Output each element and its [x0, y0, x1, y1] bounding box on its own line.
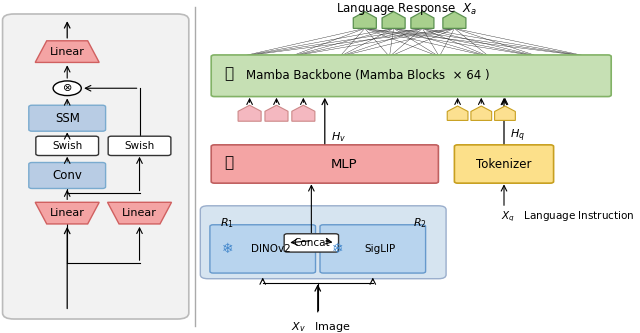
- Polygon shape: [35, 202, 99, 224]
- Text: Mamba Backbone (Mamba Blocks  × 64 ): Mamba Backbone (Mamba Blocks × 64 ): [246, 69, 490, 82]
- Polygon shape: [495, 106, 515, 121]
- Text: Concat: Concat: [293, 238, 330, 248]
- FancyBboxPatch shape: [210, 225, 316, 273]
- Text: DINOv2: DINOv2: [250, 244, 291, 254]
- Polygon shape: [265, 105, 288, 121]
- Circle shape: [53, 81, 81, 96]
- Text: Swish: Swish: [124, 141, 155, 151]
- Text: SigLIP: SigLIP: [365, 244, 396, 254]
- FancyBboxPatch shape: [284, 234, 339, 252]
- Text: Linear: Linear: [50, 47, 84, 57]
- Text: SSM: SSM: [55, 112, 79, 125]
- Polygon shape: [411, 12, 434, 28]
- Polygon shape: [353, 12, 376, 28]
- Text: ⊗: ⊗: [63, 83, 72, 93]
- FancyBboxPatch shape: [200, 206, 446, 279]
- Text: $X_v$   Image: $X_v$ Image: [291, 320, 351, 333]
- FancyBboxPatch shape: [320, 225, 426, 273]
- Text: $R_2$: $R_2$: [413, 216, 427, 229]
- FancyBboxPatch shape: [211, 55, 611, 97]
- Text: $H_v$: $H_v$: [332, 130, 346, 144]
- Text: Linear: Linear: [50, 208, 84, 218]
- Text: MLP: MLP: [331, 158, 357, 170]
- Polygon shape: [447, 106, 468, 121]
- Text: Conv: Conv: [52, 169, 82, 182]
- Text: Tokenizer: Tokenizer: [476, 158, 532, 170]
- Text: Linear: Linear: [122, 208, 157, 218]
- Polygon shape: [238, 105, 261, 121]
- FancyBboxPatch shape: [36, 136, 99, 156]
- Text: 🔥: 🔥: [224, 155, 233, 170]
- Text: $H_q$: $H_q$: [511, 128, 525, 144]
- Polygon shape: [292, 105, 315, 121]
- Text: ❄: ❄: [221, 242, 233, 256]
- Text: Language Response  $\mathit{X}_a$: Language Response $\mathit{X}_a$: [336, 1, 477, 17]
- FancyBboxPatch shape: [108, 136, 171, 156]
- Text: 🔥: 🔥: [224, 67, 233, 82]
- Polygon shape: [108, 202, 172, 224]
- Text: $X_q$   Language Instruction: $X_q$ Language Instruction: [500, 210, 634, 224]
- Polygon shape: [471, 106, 492, 121]
- Polygon shape: [443, 12, 466, 28]
- Polygon shape: [382, 12, 405, 28]
- FancyBboxPatch shape: [454, 145, 554, 183]
- Text: $R_1$: $R_1$: [220, 216, 234, 229]
- FancyBboxPatch shape: [3, 14, 189, 319]
- Text: ❄: ❄: [332, 242, 343, 256]
- FancyBboxPatch shape: [29, 105, 106, 131]
- Polygon shape: [35, 41, 99, 63]
- Text: Swish: Swish: [52, 141, 83, 151]
- FancyBboxPatch shape: [29, 163, 106, 188]
- FancyBboxPatch shape: [211, 145, 438, 183]
